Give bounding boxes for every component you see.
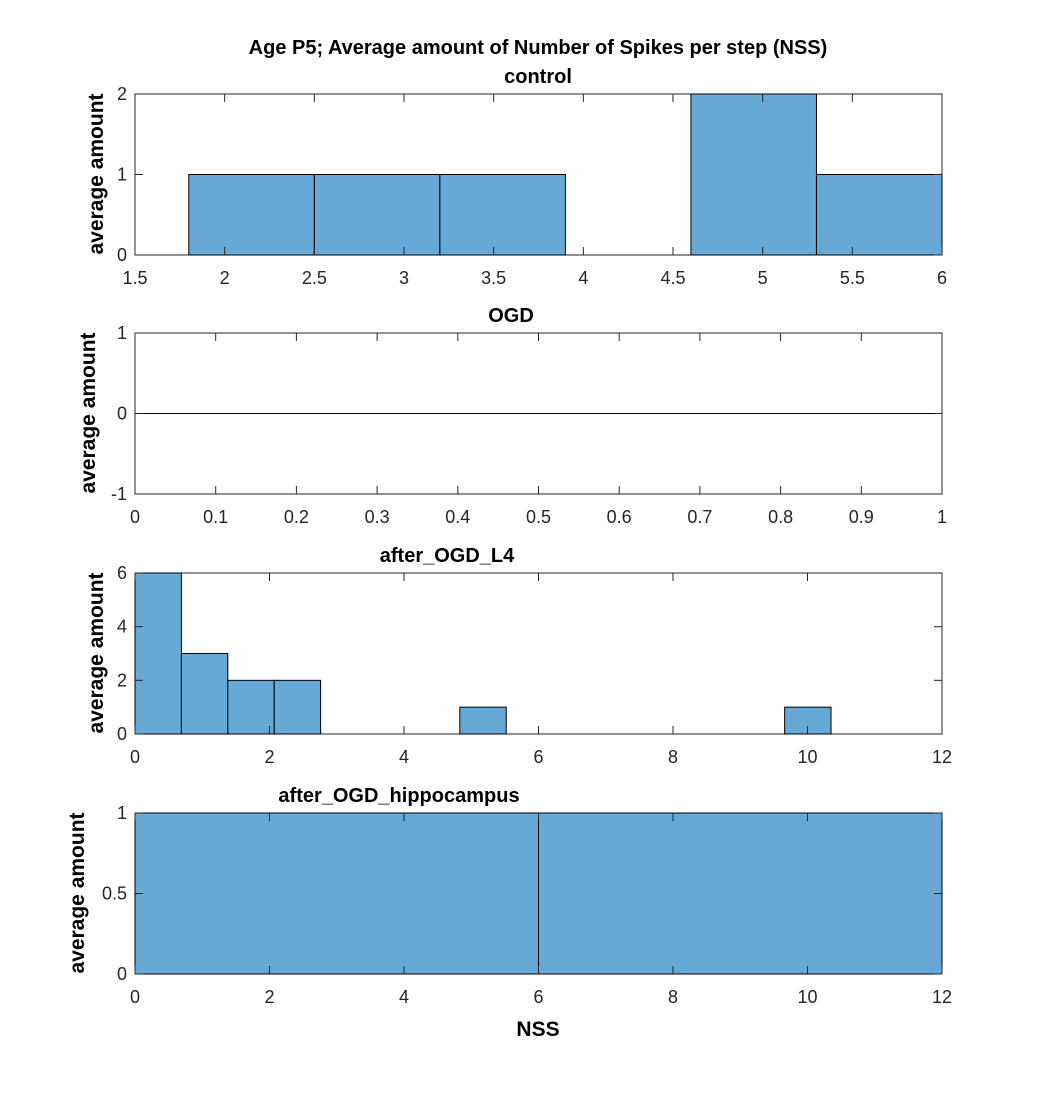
y-tick-label: 0.5 xyxy=(102,884,127,904)
subplot-after-ogd-hippocampus: after_OGD_hippocampus average amount NSS… xyxy=(66,785,952,1041)
x-tick-label: 0.6 xyxy=(607,507,632,527)
x-tick-label: 8 xyxy=(668,747,678,767)
x-tick-label: 6 xyxy=(533,747,543,767)
y-tick-label: 4 xyxy=(117,617,127,637)
x-tick-label: 10 xyxy=(797,987,817,1007)
x-tick-label: 1 xyxy=(937,507,947,527)
subplot-title: after_OGD_hippocampus xyxy=(278,785,519,807)
x-tick-label: 0.3 xyxy=(365,507,390,527)
y-tick-label: 2 xyxy=(117,84,127,104)
x-tick-label: 0.5 xyxy=(526,507,551,527)
x-tick-label: 0.9 xyxy=(849,507,874,527)
x-tick-label: 8 xyxy=(668,987,678,1007)
y-tick-label: -1 xyxy=(111,484,127,504)
histogram-bar xyxy=(134,572,182,735)
x-tick-label: 0 xyxy=(130,747,140,767)
histogram-bar xyxy=(273,679,322,735)
histogram-bar xyxy=(690,93,817,256)
y-axis-label: average amount xyxy=(77,332,100,493)
histogram-bar xyxy=(313,174,441,256)
histogram-bar xyxy=(459,706,507,735)
x-tick-label: 0.8 xyxy=(768,507,793,527)
x-tick-label: 6 xyxy=(937,268,947,288)
x-tick-label: 3 xyxy=(399,268,409,288)
x-tick-label: 0.2 xyxy=(284,507,309,527)
y-axis-label: average amount xyxy=(85,93,108,254)
x-axis-label: NSS xyxy=(516,1018,559,1041)
y-tick-label: 0 xyxy=(117,245,127,265)
histogram-bar xyxy=(134,812,539,975)
x-tick-label: 0.7 xyxy=(687,507,712,527)
x-tick-label: 2 xyxy=(220,268,230,288)
subplot-title: OGD xyxy=(488,305,534,327)
figure-title: Age P5; Average amount of Number of Spik… xyxy=(249,37,828,59)
y-tick-label: 1 xyxy=(117,323,127,343)
x-tick-label: 0.1 xyxy=(203,507,228,527)
subplot-ogd: OGD average amount 0 0.1 0.2 0.3 0.4 0.5 0.6 0.… xyxy=(77,305,947,527)
x-tick-label: 2.5 xyxy=(302,268,327,288)
x-tick-label: 4 xyxy=(578,268,588,288)
x-tick-label: 0 xyxy=(130,987,140,1007)
y-tick-label: 1 xyxy=(117,165,127,185)
x-tick-label: 4 xyxy=(399,747,409,767)
x-tick-label: 0 xyxy=(130,507,140,527)
subplot-after-ogd-l4: after_OGD_L4 average amount 0 2 4 6 8 10 12 0 2 4… xyxy=(85,545,952,767)
y-tick-label: 2 xyxy=(117,670,127,690)
y-tick-label: 6 xyxy=(117,563,127,583)
subplot-title: control xyxy=(504,66,572,88)
x-tick-label: 5.5 xyxy=(840,268,865,288)
y-tick-label: 0 xyxy=(117,964,127,984)
x-tick-label: 3.5 xyxy=(481,268,506,288)
histogram-bar xyxy=(815,174,943,256)
x-tick-label: 12 xyxy=(932,747,952,767)
histogram-bar xyxy=(538,812,943,975)
y-axis-label: average amount xyxy=(66,812,89,973)
x-tick-label: 10 xyxy=(797,747,817,767)
x-tick-label: 0.4 xyxy=(445,507,470,527)
y-tick-label: 0 xyxy=(117,724,127,744)
x-tick-label: 4.5 xyxy=(660,268,685,288)
subplot-title: after_OGD_L4 xyxy=(380,545,515,567)
histogram-bar xyxy=(188,174,315,256)
histogram-bar xyxy=(227,679,275,735)
x-tick-label: 2 xyxy=(264,747,274,767)
x-tick-label: 4 xyxy=(399,987,409,1007)
histogram-bar xyxy=(439,174,566,256)
y-tick-label: 0 xyxy=(117,404,127,424)
y-tick-label: 1 xyxy=(117,803,127,823)
x-tick-label: 5 xyxy=(758,268,768,288)
subplot-control: control average amount 1.5 2 2.5 3 3.5 4 4.5 5 5… xyxy=(85,66,947,288)
x-tick-label: 1.5 xyxy=(122,268,147,288)
histogram-bar xyxy=(180,653,229,735)
x-tick-label: 2 xyxy=(264,987,274,1007)
x-tick-label: 6 xyxy=(533,987,543,1007)
y-axis-label: average amount xyxy=(85,572,108,733)
x-tick-label: 12 xyxy=(932,987,952,1007)
